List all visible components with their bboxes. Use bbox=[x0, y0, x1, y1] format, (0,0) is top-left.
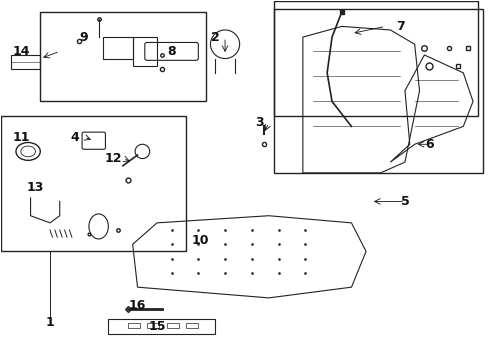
Text: 5: 5 bbox=[400, 195, 408, 208]
Bar bbox=[166, 323, 179, 328]
Text: 7: 7 bbox=[395, 20, 404, 33]
Text: 10: 10 bbox=[192, 234, 209, 247]
Bar bbox=[147, 323, 159, 328]
Text: 14: 14 bbox=[12, 45, 30, 58]
Bar bbox=[273, 1, 477, 116]
Text: 1: 1 bbox=[45, 316, 54, 329]
Bar bbox=[11, 55, 40, 69]
Bar bbox=[103, 37, 132, 59]
Text: 4: 4 bbox=[70, 131, 79, 144]
Bar bbox=[273, 9, 482, 173]
Text: 9: 9 bbox=[80, 31, 88, 44]
Bar bbox=[1, 116, 186, 251]
Text: 3: 3 bbox=[254, 116, 263, 129]
Text: 8: 8 bbox=[167, 45, 176, 58]
Bar bbox=[40, 12, 205, 102]
Text: 15: 15 bbox=[148, 320, 165, 333]
Text: 2: 2 bbox=[210, 31, 219, 44]
Text: 16: 16 bbox=[128, 298, 146, 311]
Bar bbox=[132, 37, 157, 66]
Bar bbox=[186, 323, 198, 328]
Text: 13: 13 bbox=[27, 181, 44, 194]
Text: 6: 6 bbox=[424, 138, 433, 151]
Bar bbox=[127, 323, 140, 328]
Text: 11: 11 bbox=[12, 131, 30, 144]
Text: 12: 12 bbox=[104, 152, 122, 165]
Bar bbox=[108, 319, 215, 334]
